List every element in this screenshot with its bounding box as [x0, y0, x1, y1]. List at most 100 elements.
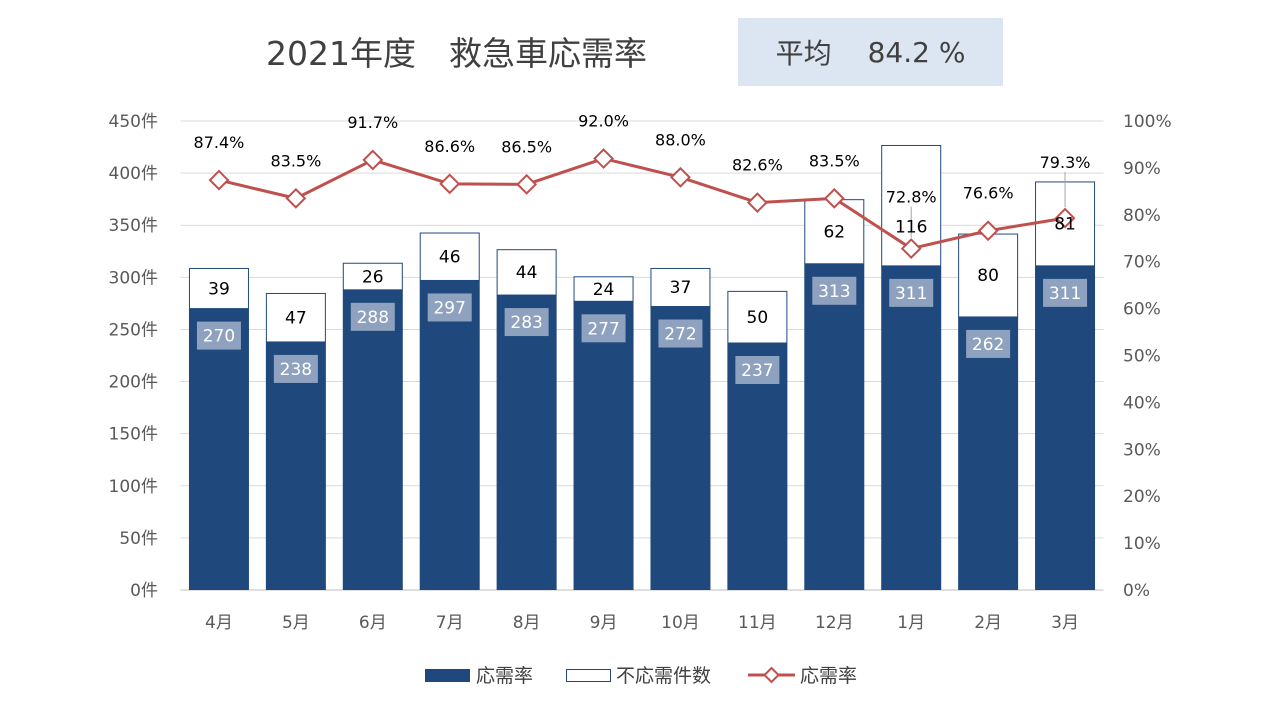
y-right-tick-label: 40% — [1123, 393, 1161, 413]
legend-label-accepted: 応需率 — [476, 665, 533, 687]
rate-diamond-marker-icon — [439, 173, 461, 195]
y-right-tick-label: 80% — [1123, 206, 1161, 226]
rate-diamond-marker-icon — [208, 169, 230, 191]
bar-accepted — [958, 316, 1019, 590]
value-label-declined: 81 — [1054, 215, 1076, 235]
rate-value-label: 88.0% — [655, 130, 706, 149]
value-label-accepted: 262 — [972, 335, 1004, 355]
value-label-accepted: 313 — [818, 282, 850, 302]
value-label-declined: 39 — [208, 279, 230, 299]
value-label-declined: 116 — [895, 217, 927, 237]
average-summary-box: 平均 84.2 % — [738, 18, 1003, 86]
gridlines — [180, 120, 1104, 591]
x-tick-label: 7月 — [436, 613, 464, 633]
value-label-box — [735, 355, 780, 384]
rate-value-label: 91.7% — [347, 113, 398, 132]
x-tick-label: 2月 — [974, 613, 1002, 633]
value-label-accepted: 288 — [357, 308, 389, 328]
y-right-tick-label: 90% — [1123, 159, 1161, 179]
value-label-accepted: 272 — [664, 325, 696, 345]
rate-value-label: 87.4% — [194, 133, 245, 152]
value-label-accepted: 311 — [895, 284, 927, 304]
rate-diamond-marker-icon — [670, 166, 691, 188]
rate-value-label: 72.8% — [886, 188, 937, 207]
value-label-accepted: 238 — [280, 360, 312, 380]
value-label-box — [350, 302, 395, 331]
value-label-declined: 50 — [747, 308, 769, 328]
value-label-box — [1043, 278, 1088, 307]
rate-value-labels: 87.4% 83.5% 91.7% 86.6% 86.5% 92.0% 88.0% 82.6%… — [194, 112, 1091, 207]
bar-accepted — [496, 295, 557, 590]
y-right-tick-label: 10% — [1123, 534, 1161, 554]
rate-value-label: 83.5% — [809, 151, 860, 170]
rate-value-label: 79.3% — [1040, 153, 1091, 172]
y-left-tick-label: 400件 — [109, 164, 158, 184]
rate-value-label: 83.5% — [270, 151, 321, 170]
x-axis: 4月 5月 6月 7月 8月 9月 10月 11月 12月 1月 2月 3月 — [205, 613, 1079, 633]
bar-accepted — [650, 306, 711, 590]
right-axis: 0% 10% 20% 30% 40% 50% 60% 70% 80% 90% 100% — [1123, 112, 1172, 601]
value-label-box — [812, 276, 857, 305]
chart-title: 2021年度 救急車応需率 — [266, 34, 647, 73]
rate-value-label: 76.6% — [963, 184, 1014, 203]
rate-diamond-marker-icon — [900, 238, 922, 259]
value-label-accepted: 277 — [587, 319, 619, 339]
value-label-declined: 62 — [823, 222, 845, 242]
accepted-value-labels: 270 238 288 297 283 277 272 237 313 311 262 311 — [196, 276, 1088, 384]
y-right-tick-label: 0% — [1123, 581, 1150, 601]
x-tick-label: 10月 — [661, 613, 700, 633]
value-label-declined: 24 — [593, 280, 615, 300]
average-value: 84.2 % — [867, 35, 966, 69]
value-label-box — [427, 293, 472, 322]
value-label-declined: 44 — [516, 263, 538, 283]
x-tick-label: 12月 — [815, 613, 854, 633]
value-label-accepted: 311 — [1049, 284, 1081, 304]
y-left-tick-label: 0件 — [130, 581, 158, 601]
bar-declined — [342, 262, 403, 291]
bar-series — [188, 144, 1096, 590]
bar-accepted — [727, 342, 788, 590]
bar-declined — [650, 267, 711, 308]
bar-declined — [496, 249, 557, 296]
y-left-tick-label: 100件 — [109, 477, 158, 497]
y-left-tick-label: 150件 — [109, 425, 158, 445]
y-right-tick-label: 30% — [1123, 440, 1161, 460]
legend-label-declined: 不応需件数 — [616, 665, 711, 687]
value-label-box — [581, 314, 626, 343]
rate-diamond-marker-icon — [362, 149, 384, 171]
rate-diamond-marker-icon — [746, 192, 768, 214]
rate-diamond-marker-icon — [1054, 207, 1076, 229]
rate-diamond-marker-icon — [285, 187, 307, 209]
leader-lines — [910, 172, 1066, 238]
legend-diamond-marker-icon — [763, 666, 780, 684]
rate-diamond-marker-icon — [516, 173, 538, 195]
value-label-accepted: 237 — [741, 361, 773, 381]
value-label-declined: 46 — [439, 247, 461, 267]
value-label-box — [966, 329, 1011, 358]
bar-accepted — [881, 265, 942, 590]
legend-label-rate: 応需率 — [800, 665, 857, 687]
bar-declined — [727, 290, 788, 344]
value-label-accepted: 283 — [510, 313, 542, 333]
rate-diamond-marker-icon — [977, 220, 999, 242]
average-label: 平均 — [775, 37, 832, 70]
rate-diamond-marker-icon — [823, 187, 845, 209]
bar-declined — [265, 292, 326, 343]
value-label-box — [658, 319, 703, 348]
value-label-box — [889, 278, 934, 307]
value-label-accepted: 270 — [203, 327, 235, 347]
rate-value-label: 86.5% — [501, 137, 552, 156]
rate-diamond-marker-icon — [593, 148, 614, 169]
value-label-declined: 80 — [977, 266, 999, 286]
y-right-tick-label: 70% — [1123, 253, 1161, 273]
legend-swatch-declined — [566, 669, 611, 682]
x-tick-label: 9月 — [590, 613, 618, 633]
bar-declined — [958, 233, 1019, 318]
y-left-tick-label: 50件 — [119, 529, 158, 549]
left-axis: 0件 50件 100件 150件 200件 250件 300件 350件 400件 450件 — [109, 112, 158, 601]
y-right-tick-label: 100% — [1123, 112, 1172, 132]
declined-value-labels: 39 47 26 46 44 24 37 50 62 116 80 81 — [208, 215, 1076, 329]
bar-accepted — [1035, 265, 1096, 590]
rate-line — [218, 157, 1066, 251]
